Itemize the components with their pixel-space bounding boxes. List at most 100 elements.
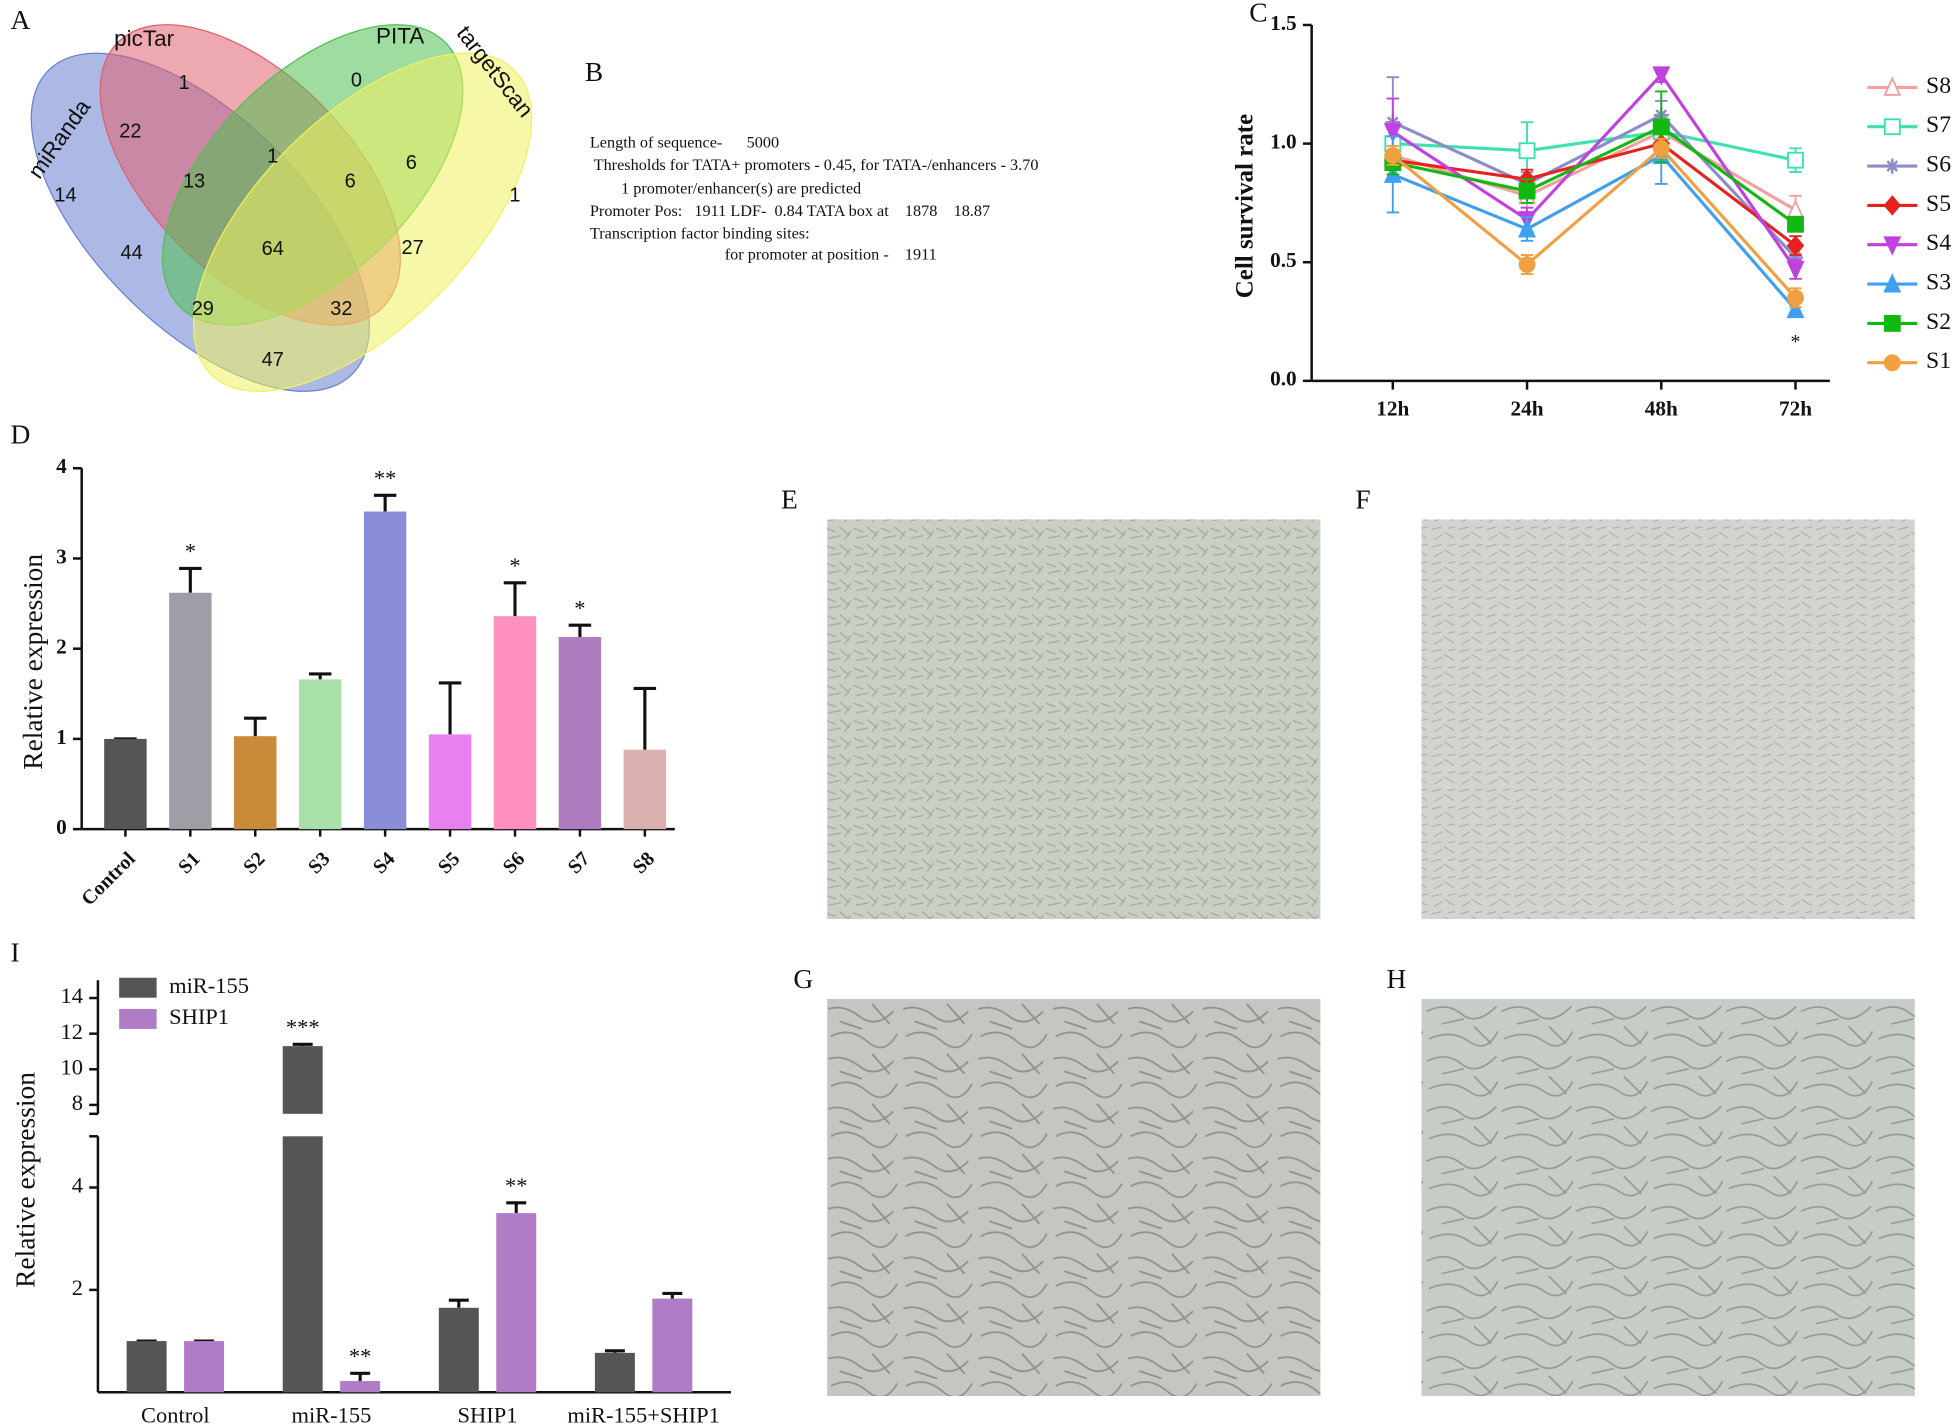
bar	[594, 1352, 635, 1393]
marker	[1652, 66, 1671, 86]
panel-label: D	[11, 419, 31, 449]
error-bar	[179, 566, 202, 593]
legend-label: S8	[1926, 73, 1951, 99]
micrograph	[827, 998, 1321, 1397]
error-bar	[633, 686, 657, 750]
legend-label: S5	[1926, 191, 1951, 217]
bar	[282, 1046, 323, 1114]
x-tick-label: S8	[629, 848, 659, 878]
x-tick-label: 72h	[1779, 397, 1812, 421]
significance: *	[185, 539, 196, 564]
legend-label: S7	[1926, 112, 1951, 138]
error-bar	[662, 1291, 683, 1299]
bar	[623, 749, 667, 830]
x-tick-label: S6	[499, 848, 529, 878]
significance: **	[349, 1344, 371, 1369]
venn-count: 13	[183, 171, 205, 193]
y-tick-label: 0	[56, 815, 67, 839]
y-axis-label: Relative expression	[18, 554, 48, 770]
text-line: Length of sequence- 5000	[590, 133, 779, 151]
marker	[1786, 260, 1805, 281]
y-tick-label: 1	[56, 725, 67, 749]
y-tick-label: 2	[72, 1275, 83, 1300]
error-bar	[292, 1042, 313, 1047]
bar	[126, 1341, 167, 1393]
bar	[340, 1381, 381, 1393]
text-line: Thresholds for TATA+ promoters - 0.45, f…	[590, 156, 1039, 174]
bar	[652, 1298, 693, 1393]
error-bar	[604, 1349, 625, 1353]
panel-label: I	[11, 938, 20, 968]
y-tick-label: 4	[72, 1173, 83, 1198]
marker	[1787, 215, 1804, 233]
y-tick-label: 0.0	[1270, 367, 1297, 391]
marker	[1518, 256, 1536, 274]
venn-count: 27	[401, 237, 423, 259]
y-tick-label: 1.5	[1270, 11, 1297, 35]
micrograph	[1421, 998, 1915, 1397]
y-tick-label: 12	[60, 1019, 82, 1044]
bar	[298, 679, 342, 830]
venn-set	[193, 52, 533, 392]
y-tick-label: 8	[72, 1090, 83, 1115]
series-line	[1392, 153, 1797, 311]
significance: *	[509, 553, 520, 578]
x-tick-label: S7	[564, 848, 594, 878]
legend-label: S3	[1926, 270, 1951, 296]
bar	[104, 738, 147, 830]
y-tick-label: 0.5	[1270, 248, 1297, 272]
legend-label: S4	[1926, 230, 1951, 256]
bar	[363, 511, 407, 830]
marker	[1384, 147, 1402, 164]
x-tick-label: S3	[304, 848, 334, 878]
marker	[1788, 249, 1804, 265]
significance: *	[574, 595, 585, 620]
legend-marker	[1883, 76, 1902, 96]
error-bar	[373, 493, 397, 512]
panel-label: B	[585, 57, 603, 87]
series-line	[1392, 141, 1797, 247]
legend-marker	[1883, 354, 1901, 372]
legend-label: S2	[1926, 309, 1951, 335]
text-line: for promoter at position - 1911	[725, 246, 937, 264]
y-tick-label: 3	[56, 544, 67, 568]
error-bar	[350, 1371, 371, 1382]
x-tick-label: S5	[434, 848, 464, 878]
series-line	[1392, 130, 1796, 162]
venn-set-label: PITA	[376, 23, 424, 48]
venn-count: 22	[119, 121, 141, 143]
x-tick-label: miR-155+SHIP1	[567, 1402, 720, 1426]
error-bar	[568, 623, 592, 637]
text-line: Transcription factor binding sites:	[590, 224, 810, 242]
venn-count: 1	[509, 184, 520, 206]
venn-count: 29	[192, 298, 214, 320]
series-line	[1391, 146, 1797, 299]
y-tick-label: 10	[60, 1054, 82, 1079]
venn-count: 44	[121, 242, 143, 264]
x-tick-label: S2	[239, 848, 269, 878]
y-axis-label: Relative expression	[10, 1072, 40, 1288]
significance: ***	[286, 1015, 320, 1040]
bar	[493, 616, 537, 830]
x-tick-label: SHIP1	[458, 1402, 518, 1426]
panel-label: A	[11, 5, 31, 35]
error-bar	[448, 1298, 469, 1308]
marker	[1383, 123, 1402, 143]
marker	[1786, 199, 1805, 219]
y-tick-label: 1.0	[1270, 129, 1297, 153]
bar	[184, 1341, 225, 1393]
venn-count: 14	[54, 184, 76, 206]
venn-count: 6	[406, 152, 417, 174]
legend-marker	[1883, 314, 1901, 332]
venn-count: 64	[262, 238, 284, 260]
venn-count: 1	[179, 72, 190, 94]
bar	[558, 636, 602, 830]
venn-set-label: picTar	[114, 26, 174, 51]
y-axis-label: Cell survival rate	[1231, 114, 1258, 298]
bar	[496, 1213, 537, 1393]
x-tick-label: 12h	[1376, 397, 1409, 421]
x-tick-label: S4	[369, 848, 399, 878]
x-tick-label: S1	[174, 848, 204, 878]
